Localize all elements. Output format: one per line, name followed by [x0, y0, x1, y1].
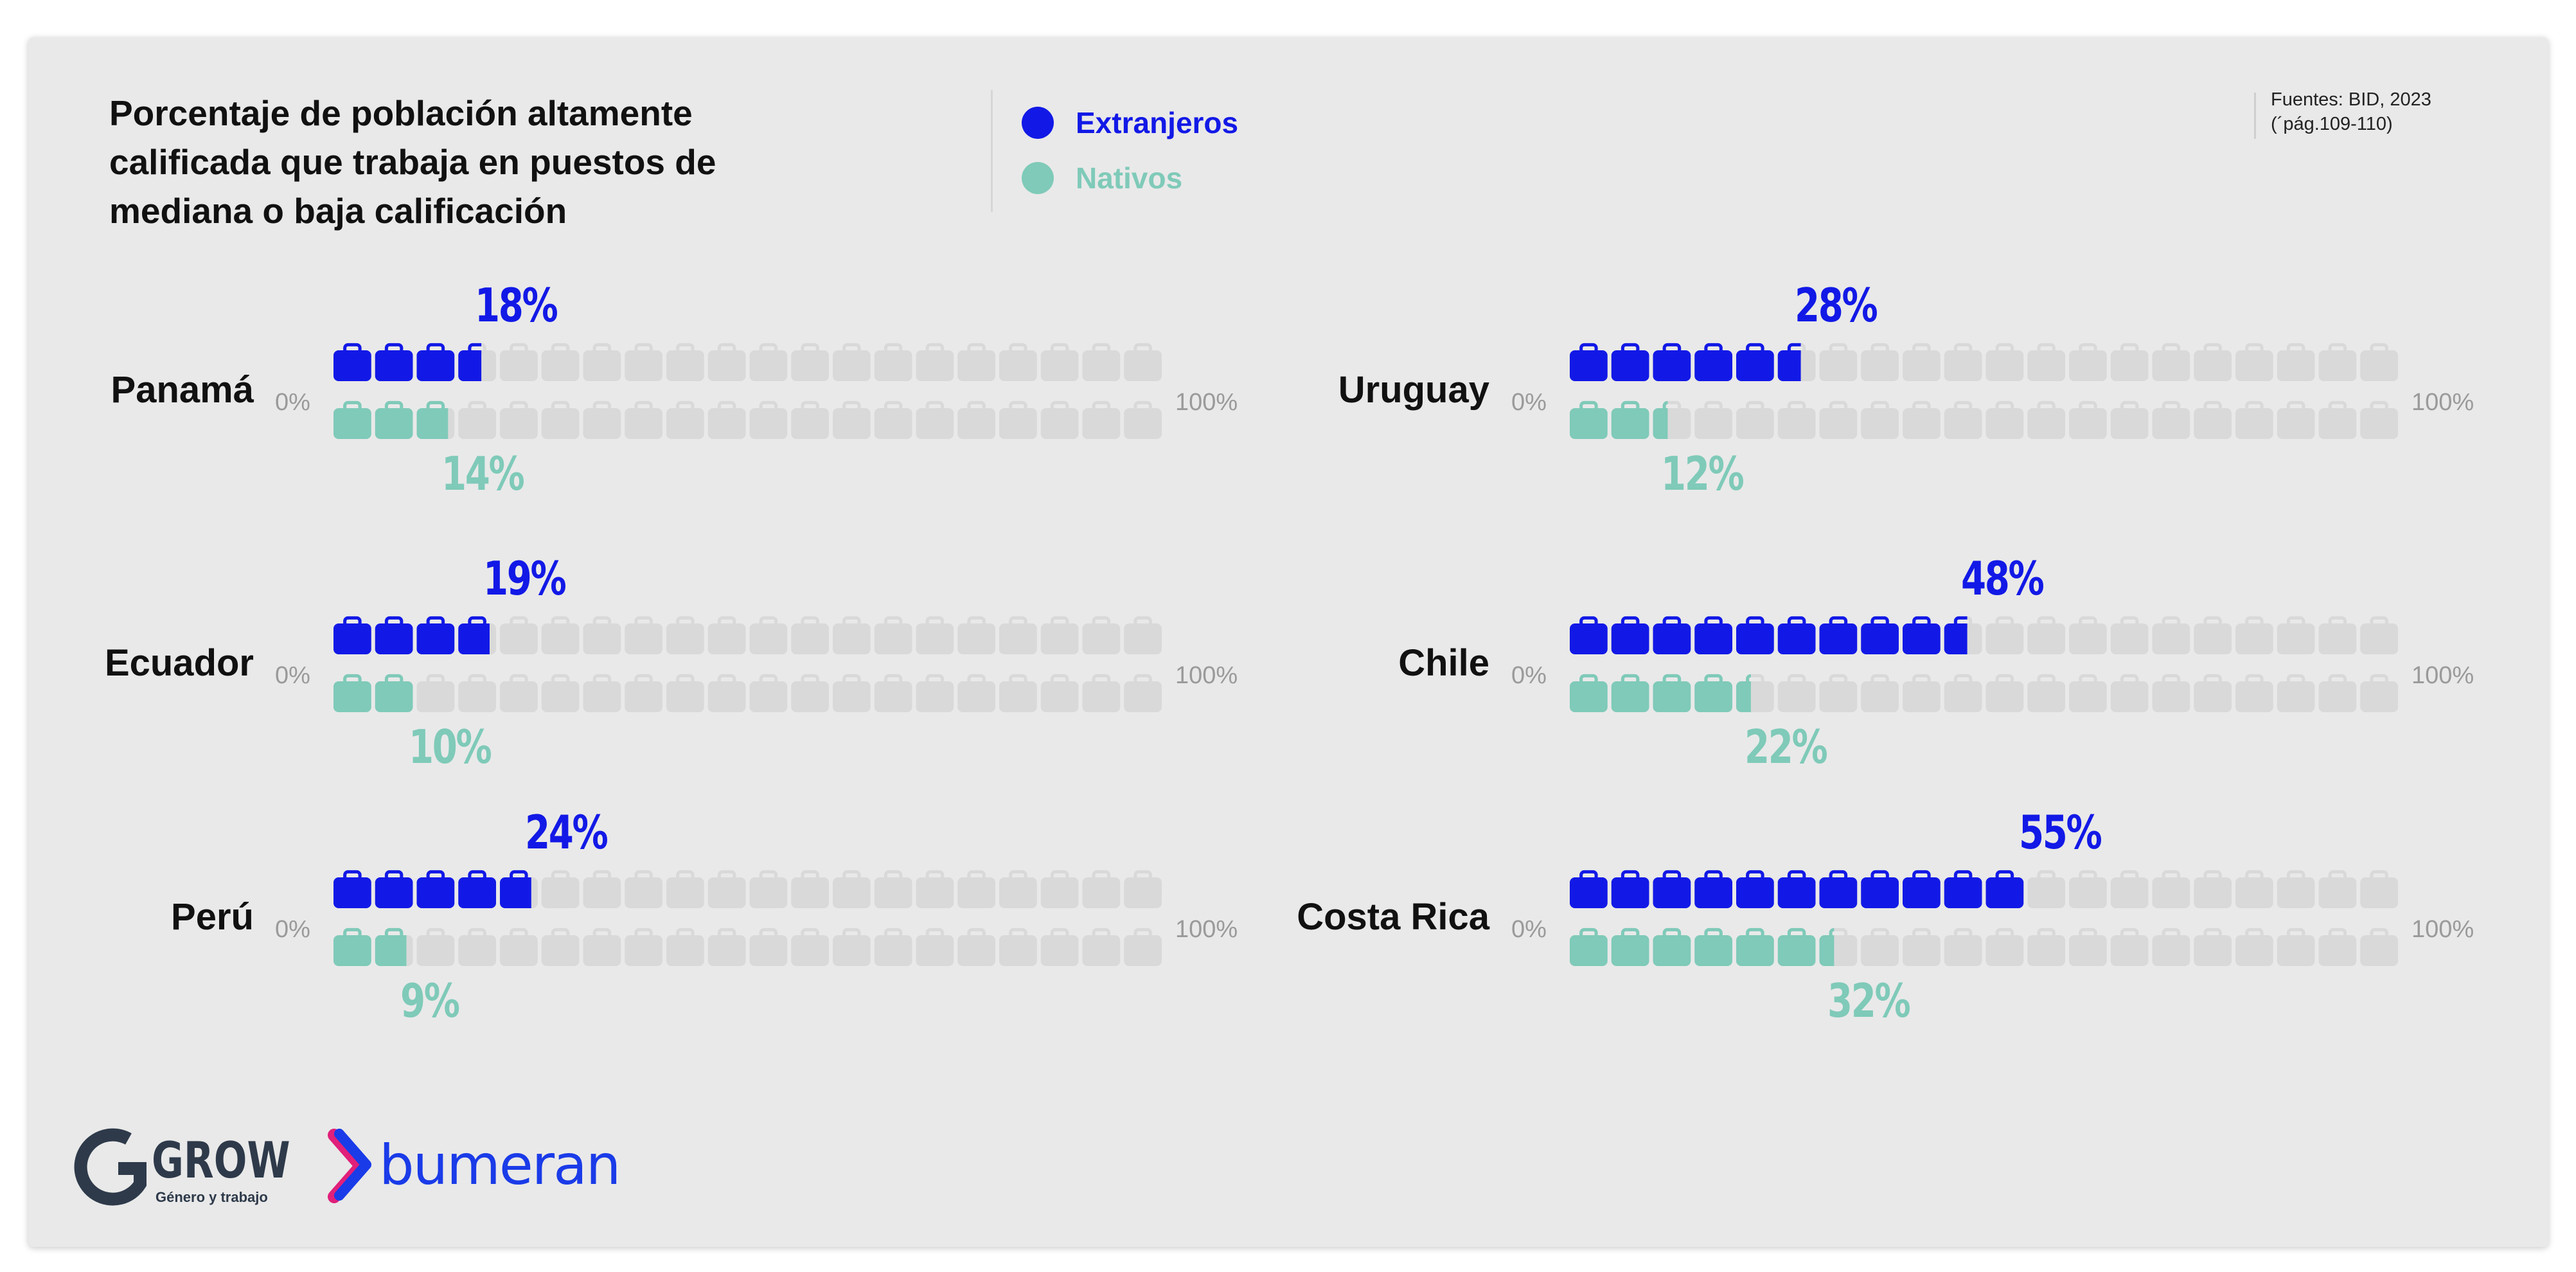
value-label-nativos-per-: 9% [400, 974, 460, 1028]
country-label-ecuador: Ecuador [104, 642, 254, 684]
axis-max-chile: 100% [2412, 662, 2474, 689]
bar-nativos-uruguay [1570, 400, 2398, 439]
axis-min-chile: 0% [1511, 662, 1547, 689]
axis-max-costa-rica: 100% [2412, 916, 2474, 943]
bar-nativos-per--track [333, 927, 1162, 966]
bar-extranjeros-uruguay [1570, 343, 2398, 381]
axis-min-costa-rica: 0% [1511, 916, 1547, 943]
legend-label-extranjeros: Extranjeros [1076, 106, 1239, 139]
bar-nativos-chile-track [1570, 674, 2398, 712]
grow-logo: GROW Género y trabajo [74, 1128, 290, 1206]
value-label-nativos-chile: 22% [1744, 720, 1828, 774]
bar-nativos-uruguay-fill [1570, 400, 1668, 439]
axis-min-per-: 0% [275, 916, 310, 943]
bar-extranjeros-per--track [333, 870, 1162, 908]
value-label-nativos-ecuador: 10% [408, 720, 492, 774]
bar-extranjeros-chile-fill [1570, 616, 1968, 654]
bar-nativos-chile-fill [1570, 674, 1751, 712]
bar-extranjeros-ecuador-track [333, 616, 1162, 654]
bar-extranjeros-per- [333, 870, 1162, 908]
legend-label-nativos: Nativos [1076, 161, 1183, 195]
bar-nativos-ecuador [333, 674, 1162, 712]
bar-extranjeros-panam--track [333, 343, 1162, 381]
legend-dot-extranjeros [1022, 107, 1054, 139]
logos: GROW Género y trabajo bumeran [64, 1125, 643, 1218]
bar-nativos-costa-rica [1570, 927, 2398, 966]
source-note: Fuentes: BID, 2023 (´pág.109-110) [2271, 89, 2431, 134]
bar-nativos-costa-rica-track [1570, 927, 2398, 966]
bar-nativos-panam--fill [333, 400, 449, 439]
legend-dot-nativos [1022, 162, 1054, 194]
grow-tagline: Género y trabajo [155, 1189, 268, 1205]
legend-item-nativos: Nativos [1022, 161, 1182, 195]
bar-extranjeros-costa-rica-track [1570, 870, 2398, 908]
value-label-extranjeros-chile: 48% [1960, 551, 2045, 605]
legend-item-extranjeros: Extranjeros [1022, 105, 1238, 140]
axis-min-ecuador: 0% [275, 662, 310, 689]
bar-nativos-chile [1570, 674, 2398, 712]
bar-extranjeros-panam- [333, 343, 1162, 381]
value-label-extranjeros-costa-rica: 55% [2019, 805, 2102, 859]
value-label-nativos-costa-rica: 32% [1827, 974, 1911, 1028]
axis-max-ecuador: 100% [1175, 662, 1238, 689]
source-divider [2254, 93, 2256, 139]
country-label-panam-: Panamá [111, 369, 254, 411]
bar-nativos-costa-rica-fill [1570, 927, 1834, 966]
axis-min-panam-: 0% [275, 389, 310, 416]
country-label-costa-rica: Costa Rica [1297, 896, 1489, 938]
bar-nativos-ecuador-track [333, 674, 1162, 712]
bar-nativos-uruguay-track [1570, 400, 2398, 439]
axis-max-per-: 100% [1175, 916, 1238, 943]
value-label-nativos-panam-: 14% [441, 447, 525, 501]
value-label-extranjeros-per-: 24% [524, 805, 608, 859]
bar-extranjeros-costa-rica-fill [1570, 870, 2024, 908]
bar-extranjeros-chile [1570, 616, 2398, 654]
bar-extranjeros-panam--fill [333, 343, 482, 381]
axis-max-panam-: 100% [1175, 389, 1238, 416]
bar-nativos-ecuador-fill [333, 674, 413, 712]
country-label-per-: Perú [171, 896, 254, 938]
value-label-extranjeros-ecuador: 19% [483, 551, 567, 605]
bar-extranjeros-per--fill [333, 870, 531, 908]
bar-nativos-panam--track [333, 400, 1162, 439]
chart-title: Porcentaje de población altamente califi… [109, 93, 716, 231]
bar-extranjeros-costa-rica [1570, 870, 2398, 908]
bar-extranjeros-chile-track [1570, 616, 2398, 654]
country-label-chile: Chile [1398, 642, 1489, 684]
bar-extranjeros-ecuador [333, 616, 1162, 654]
bar-nativos-panam- [333, 400, 1162, 439]
bumeran-logo-text: bumeran [379, 1133, 619, 1197]
grow-logo-text: GROW [152, 1132, 290, 1190]
value-label-nativos-uruguay: 12% [1661, 447, 1745, 501]
value-label-extranjeros-panam-: 18% [475, 278, 558, 332]
logos-svg: GROW Género y trabajo bumeran [74, 1128, 621, 1206]
bar-extranjeros-ecuador-fill [333, 616, 490, 654]
country-label-uruguay: Uruguay [1338, 369, 1489, 411]
bar-extranjeros-uruguay-track [1570, 343, 2398, 381]
bar-nativos-per- [333, 927, 1162, 966]
bar-extranjeros-uruguay-fill [1570, 343, 1801, 381]
legend-divider [991, 90, 993, 212]
value-label-extranjeros-uruguay: 28% [1794, 278, 1878, 332]
axis-min-uruguay: 0% [1511, 389, 1547, 416]
bar-nativos-per--fill [333, 927, 407, 966]
bumeran-logo: bumeran [328, 1129, 621, 1203]
axis-max-uruguay: 100% [2412, 389, 2474, 416]
